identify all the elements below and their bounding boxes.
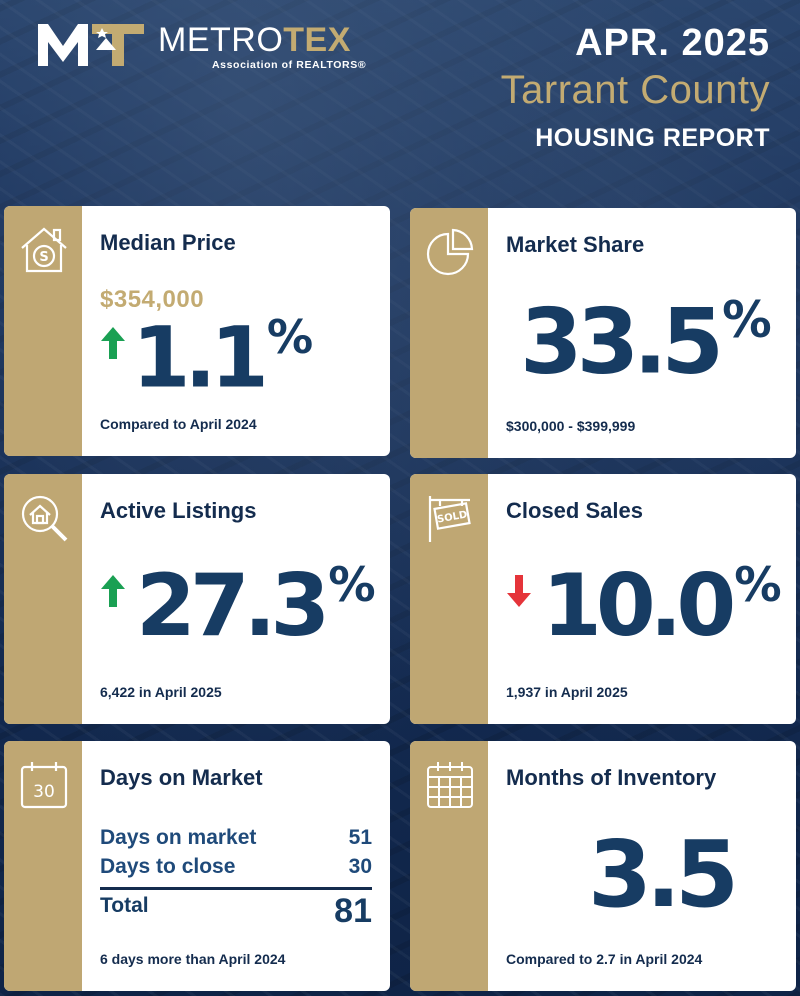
median-price-value: $354,000 [100,286,205,313]
months-of-inventory-value: 3.5 [588,821,739,928]
report-date: APR. 2025 [575,22,770,64]
mt-monogram-icon [38,24,144,66]
house-dollar-icon: S [21,227,67,273]
days-on-market-footnote: 6 days more than April 2024 [100,951,286,967]
days-on-market-title: Days on Market [100,765,263,790]
closed-sales-change-value: 10.0 [542,556,736,657]
up-arrow-icon [101,327,125,359]
svg-text:SOLD: SOLD [436,509,468,525]
pie-chart-icon [426,228,474,276]
brand-name-metro: METRO [158,21,284,59]
percent-sign: % [328,558,375,613]
card-accent-strip [4,206,82,456]
calendar-grid-icon [427,762,473,808]
brand-wordmark: METROTEX [158,22,351,58]
brand-subtitle: Association of REALTORS® [212,59,367,71]
percent-sign: % [266,310,313,364]
card-accent-strip [4,741,82,991]
percent-sign: % [734,558,781,613]
closed-sales-title: Closed Sales [506,498,643,523]
down-arrow-icon [507,575,531,607]
months-of-inventory-card: Months of Inventory 3.5 Compared to 2.7 … [410,741,796,991]
market-share-footnote: $300,000 - $399,999 [506,418,636,434]
dom-row: Days on market 51 [100,823,372,852]
percent-sign: % [722,291,772,349]
card-accent-strip [410,474,488,724]
svg-text:S: S [39,250,48,265]
report-county: Tarrant County [500,68,770,112]
active-listings-card: Active Listings 27.3% 6,422 in April 202… [4,474,390,724]
up-arrow-icon [101,575,125,607]
median-price-card: S Median Price $354,000 1.1% Compared to… [4,206,390,456]
median-price-title: Median Price [100,230,236,255]
market-share-card: Market Share 33.5% $300,000 - $399,999 [410,208,796,458]
dom-total-row: Total 81 [100,894,372,928]
dom-total-value: 81 [334,892,372,930]
dom-row-label: Days on market [100,826,257,849]
closed-sales-card: SOLD Closed Sales 10.0% 1,937 in April 2… [410,474,796,724]
dom-row-label: Days to close [100,855,236,878]
median-price-footnote: Compared to April 2024 [100,416,257,432]
divider [100,887,372,890]
house-search-icon [21,495,68,542]
brand-name-tex: TEX [283,21,351,59]
median-price-change-value: 1.1 [132,308,269,407]
dom-row-value: 51 [348,826,372,849]
closed-sales-change: 10.0% [542,562,782,649]
calendar-icon-number: 30 [33,782,55,802]
calendar-30-icon: 30 [20,762,68,809]
dom-row: Days to close 30 [100,852,372,881]
sold-sign-icon: SOLD [428,496,471,542]
report-title: HOUSING REPORT [535,124,770,152]
months-of-inventory-title: Months of Inventory [506,765,717,790]
closed-sales-footnote: 1,937 in April 2025 [506,684,628,700]
median-price-change: 1.1% [132,314,313,399]
dom-row-value: 30 [348,855,372,878]
months-of-inventory-footnote: Compared to 2.7 in April 2024 [506,951,703,967]
market-share-number: 33.5 [520,289,724,395]
market-share-value: 33.5% [520,295,772,388]
dom-total-label: Total [100,894,149,917]
active-listings-change: 27.3% [136,562,376,649]
metrotex-logo: METROTEX Association of REALTORS® [36,20,386,71]
market-share-title: Market Share [506,232,645,257]
active-listings-footnote: 6,422 in April 2025 [100,684,222,700]
active-listings-change-value: 27.3 [136,556,330,657]
active-listings-title: Active Listings [100,498,257,523]
days-on-market-table: Days on market 51 Days to close 30 Total… [100,823,372,928]
days-on-market-card: 30 Days on Market Days on market 51 Days… [4,741,390,991]
